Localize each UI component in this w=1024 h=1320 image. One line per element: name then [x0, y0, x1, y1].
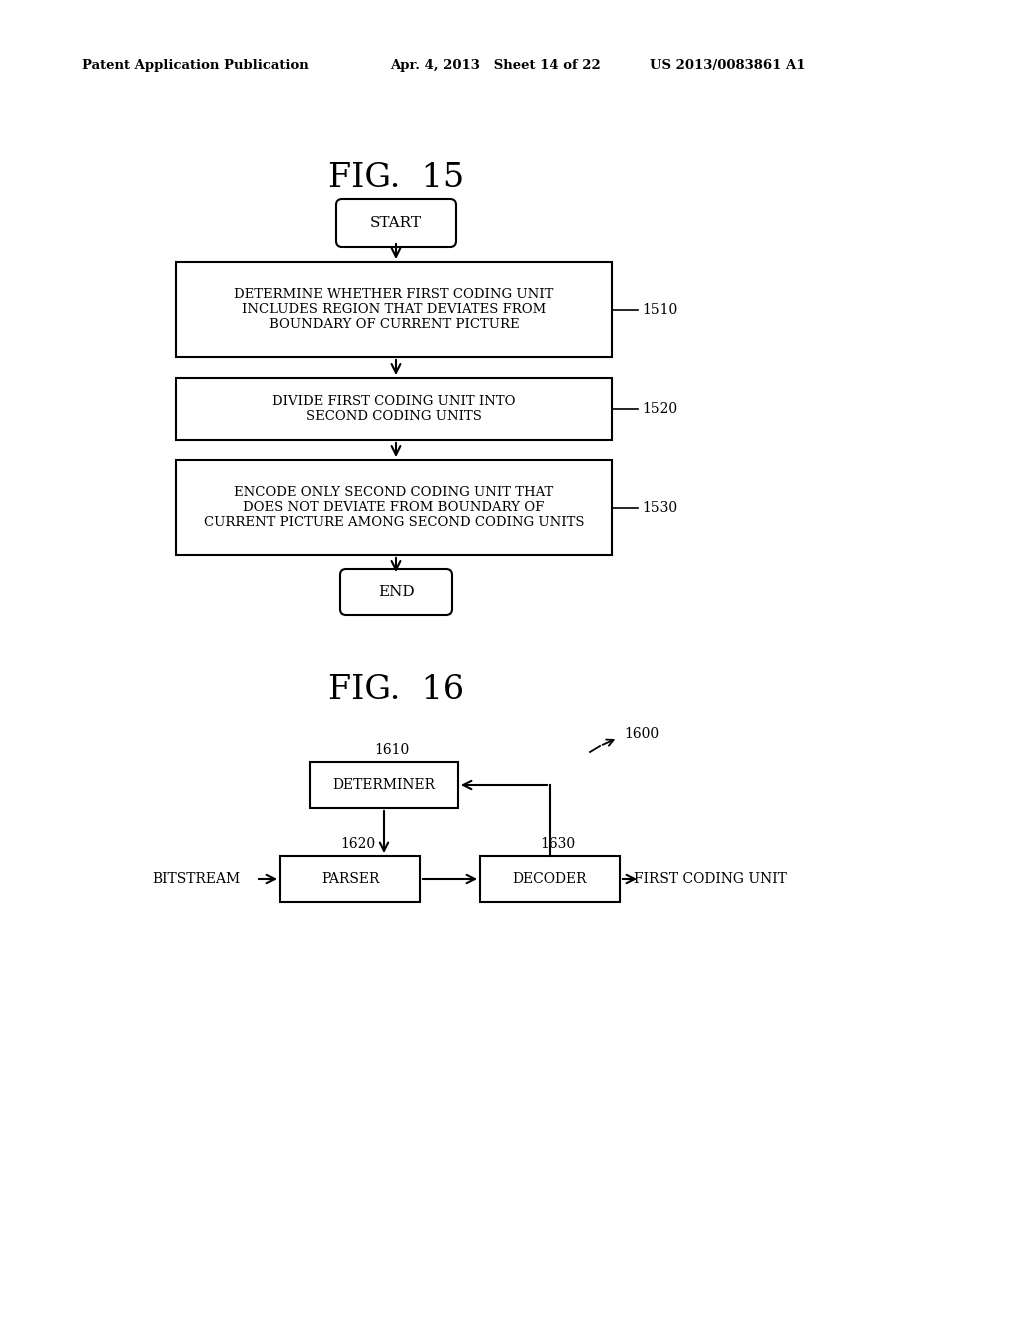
Text: 1530: 1530 [642, 500, 677, 515]
Text: BITSTREAM: BITSTREAM [152, 873, 240, 886]
Text: 1510: 1510 [642, 302, 677, 317]
Bar [176, 378, 612, 440]
Text: 1600: 1600 [624, 727, 659, 741]
Bar [310, 762, 458, 808]
Text: START: START [370, 216, 422, 230]
Text: ENCODE ONLY SECOND CODING UNIT THAT
DOES NOT DEVIATE FROM BOUNDARY OF
CURRENT PI: ENCODE ONLY SECOND CODING UNIT THAT DOES… [204, 486, 585, 529]
Text: DECODER: DECODER [513, 873, 587, 886]
Text: DIVIDE FIRST CODING UNIT INTO
SECOND CODING UNITS: DIVIDE FIRST CODING UNIT INTO SECOND COD… [272, 395, 516, 422]
Text: FIG.  16: FIG. 16 [328, 675, 464, 706]
Text: 1620: 1620 [340, 837, 375, 851]
FancyBboxPatch shape [340, 569, 452, 615]
FancyBboxPatch shape [336, 199, 456, 247]
Text: US 2013/0083861 A1: US 2013/0083861 A1 [650, 58, 806, 71]
Bar [176, 261, 612, 356]
Text: DETERMINE WHETHER FIRST CODING UNIT
INCLUDES REGION THAT DEVIATES FROM
BOUNDARY : DETERMINE WHETHER FIRST CODING UNIT INCL… [234, 288, 554, 331]
Text: Apr. 4, 2013   Sheet 14 of 22: Apr. 4, 2013 Sheet 14 of 22 [390, 58, 601, 71]
Text: 1610: 1610 [374, 743, 410, 756]
Text: DETERMINER: DETERMINER [333, 777, 435, 792]
Bar [480, 855, 620, 902]
Bar [176, 459, 612, 554]
Text: Patent Application Publication: Patent Application Publication [82, 58, 309, 71]
Text: 1520: 1520 [642, 403, 677, 416]
Text: FIRST CODING UNIT: FIRST CODING UNIT [634, 873, 786, 886]
Text: 1630: 1630 [540, 837, 575, 851]
Text: END: END [378, 585, 415, 599]
Bar [280, 855, 420, 902]
Text: FIG.  15: FIG. 15 [328, 162, 464, 194]
Text: PARSER: PARSER [321, 873, 379, 886]
